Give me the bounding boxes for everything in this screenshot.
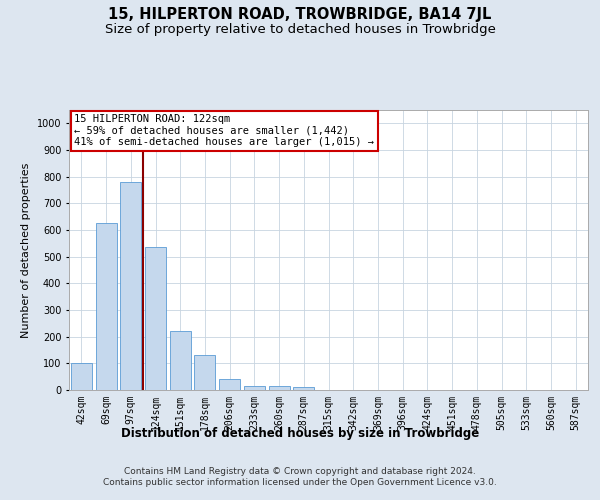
Bar: [293, 388, 314, 390]
Bar: [194, 356, 215, 390]
Bar: [120, 182, 141, 390]
Y-axis label: Number of detached properties: Number of detached properties: [22, 162, 31, 338]
Text: Distribution of detached houses by size in Trowbridge: Distribution of detached houses by size …: [121, 428, 479, 440]
Bar: [170, 332, 191, 390]
Bar: [219, 380, 240, 390]
Bar: [95, 224, 116, 390]
Bar: [269, 386, 290, 390]
Text: 15, HILPERTON ROAD, TROWBRIDGE, BA14 7JL: 15, HILPERTON ROAD, TROWBRIDGE, BA14 7JL: [109, 8, 491, 22]
Bar: [244, 386, 265, 390]
Text: Contains HM Land Registry data © Crown copyright and database right 2024.
Contai: Contains HM Land Registry data © Crown c…: [103, 468, 497, 487]
Text: 15 HILPERTON ROAD: 122sqm
← 59% of detached houses are smaller (1,442)
41% of se: 15 HILPERTON ROAD: 122sqm ← 59% of detac…: [74, 114, 374, 148]
Text: Size of property relative to detached houses in Trowbridge: Size of property relative to detached ho…: [104, 22, 496, 36]
Bar: [71, 364, 92, 390]
Bar: [145, 248, 166, 390]
